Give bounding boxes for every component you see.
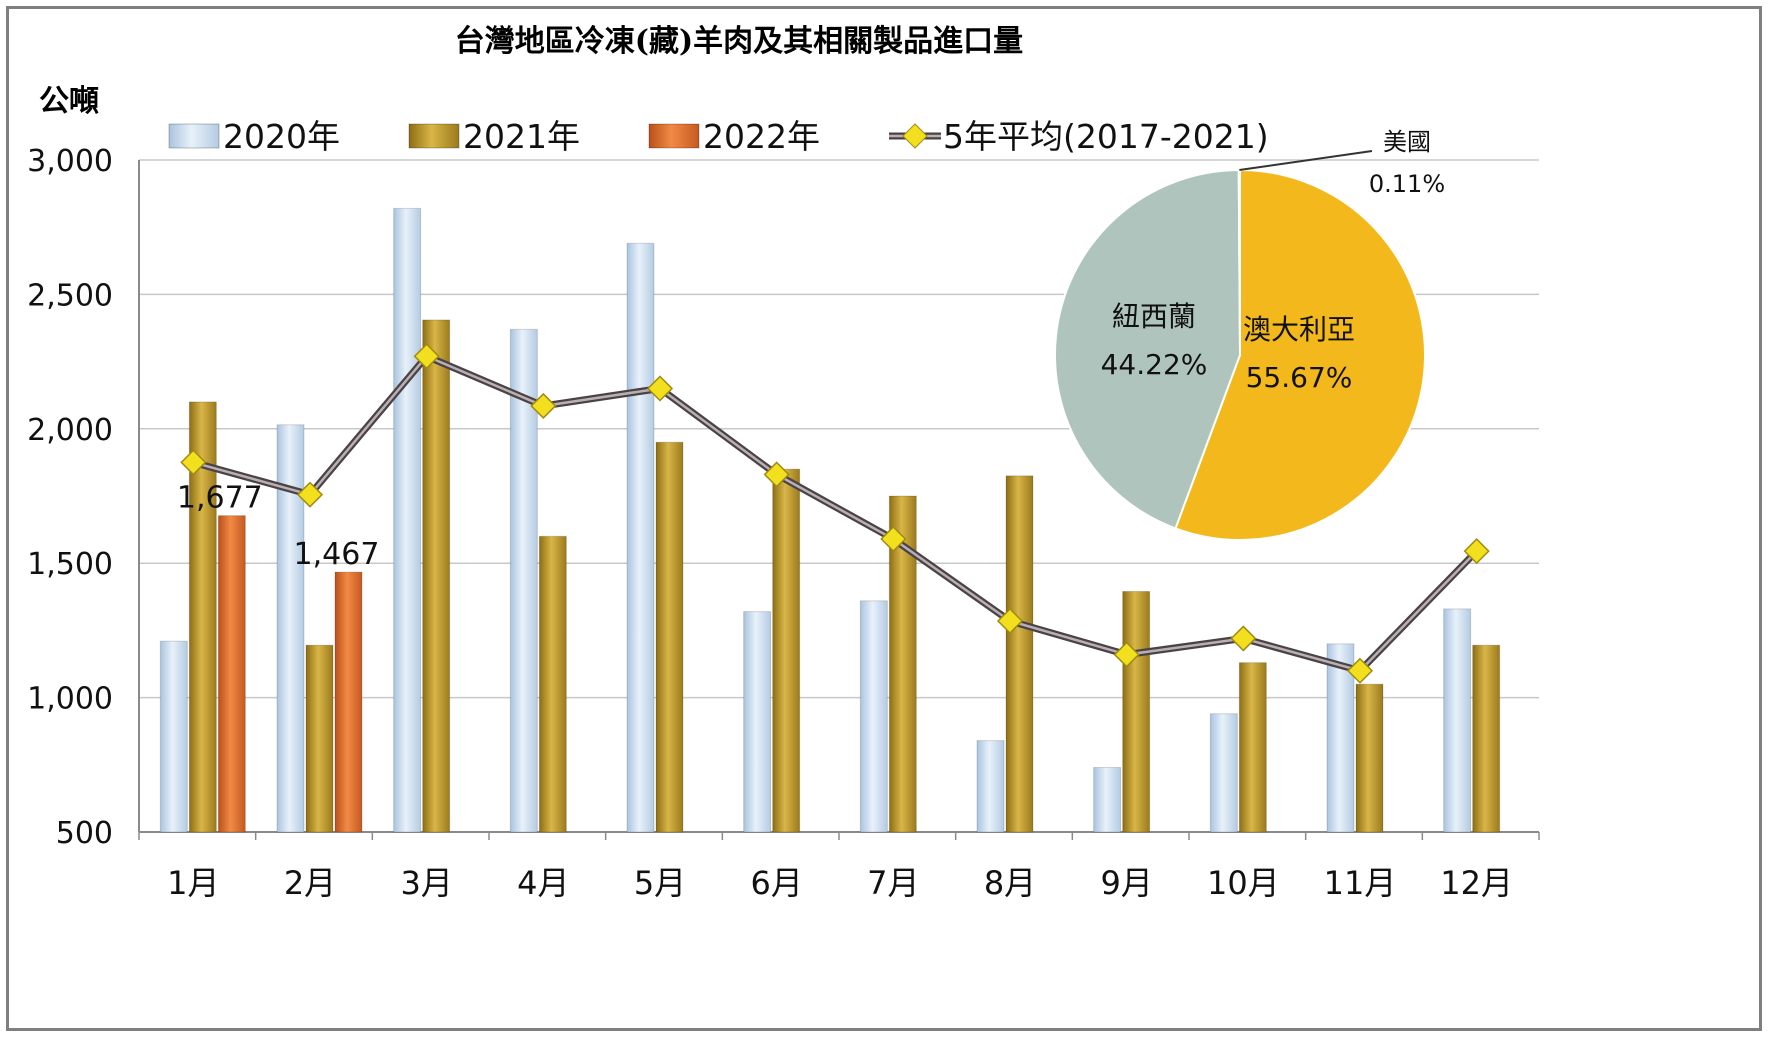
x-tick-label: 5月	[634, 864, 686, 902]
bar-2021年-2月	[305, 644, 334, 833]
legend-swatch	[408, 123, 460, 149]
average-marker-1月	[180, 449, 207, 476]
x-tick-label: 10月	[1207, 864, 1280, 902]
legend-swatch	[648, 123, 700, 149]
x-tick-label: 3月	[400, 864, 452, 902]
x-tick-label: 1月	[167, 864, 219, 902]
y-axis-ticks: 500 1,000 1,500 2,000 2,500 3,000	[27, 144, 113, 851]
bar-2022年-2月	[334, 571, 363, 833]
pie-label-percent: 44.22%	[1101, 348, 1208, 381]
average-marker-4月	[530, 392, 557, 420]
bar-2020年-3月	[393, 207, 422, 833]
x-tick-label: 6月	[750, 864, 802, 902]
data-label: 1,677	[177, 481, 263, 516]
bar-2021年-5月	[655, 441, 684, 833]
y-tick-label: 500	[56, 816, 113, 851]
bar-2020年-7月	[859, 600, 888, 833]
x-tick-label: 9月	[1100, 864, 1152, 902]
bar-2020年-9月	[1093, 766, 1122, 833]
data-labels: 1,677 1,467	[177, 481, 380, 572]
bar-2020年-5月	[626, 242, 655, 833]
pie-chart: 澳大利亞 55.67% 紐西蘭 44.22% 美國 0.11%	[1054, 128, 1445, 541]
x-tick-label: 11月	[1324, 864, 1397, 902]
pie-slice-美國	[1237, 168, 1241, 356]
x-tick-label: 12月	[1440, 864, 1513, 902]
average-line-path	[193, 354, 1478, 672]
chart-canvas: 台灣地區冷凍(藏)羊肉及其相關製品進口量 公噸 2020年 2021年 2022年 5…	[27, 24, 1540, 902]
bar-2021年-10月	[1238, 662, 1267, 833]
average-marker-10月	[1230, 625, 1257, 652]
bar-2020年-11月	[1326, 643, 1355, 833]
bar-2021年-9月	[1122, 590, 1151, 833]
y-tick-label: 2,500	[27, 278, 113, 313]
pie-slice-紐西蘭	[1054, 168, 1242, 530]
y-tick-label: 3,000	[27, 144, 113, 179]
bar-2021年-6月	[772, 468, 801, 833]
average-marker-5月	[646, 375, 674, 402]
pie-label-percent: 0.11%	[1369, 170, 1445, 198]
legend-label: 2022年	[703, 117, 820, 156]
legend-swatch	[168, 123, 220, 149]
pie-label-percent: 55.67%	[1246, 361, 1353, 394]
legend: 2020年 2021年 2022年 5年平均(2017-2021)	[168, 117, 1269, 156]
average-marker-11月	[1346, 657, 1374, 684]
chart-title: 台灣地區冷凍(藏)羊肉及其相關製品進口量	[455, 24, 1023, 59]
pie-slice-澳大利亞	[1174, 168, 1427, 541]
legend-label: 5年平均(2017-2021)	[943, 117, 1269, 156]
x-tick-label: 2月	[284, 864, 336, 902]
chart-frame: 台灣地區冷凍(藏)羊肉及其相關製品進口量 公噸 2020年 2021年 2022年 5…	[6, 6, 1762, 1031]
bar-2020年-12月	[1443, 608, 1472, 833]
bar-2022年-1月	[217, 515, 246, 833]
x-axis-ticks: 1月 2月 3月 4月 5月 6月 7月 8月 9月 10月 11月 12月	[167, 864, 1513, 902]
bar-2021年-12月	[1472, 644, 1501, 833]
bar-2020年-4月	[509, 328, 538, 833]
bar-2021年-4月	[538, 535, 567, 833]
y-tick-label: 2,000	[27, 413, 113, 448]
average-marker-8月	[996, 607, 1024, 635]
pie-leader-line	[1239, 150, 1373, 171]
average-marker-7月	[880, 525, 907, 553]
bar-2020年-1月	[159, 640, 188, 833]
average-marker-6月	[763, 461, 790, 488]
bar-2020年-6月	[743, 611, 772, 833]
average-marker-9月	[1113, 641, 1140, 668]
y-axis-unit: 公噸	[39, 84, 99, 119]
bar-2021年-8月	[1005, 475, 1034, 833]
bar-2021年-11月	[1355, 683, 1384, 833]
bars	[159, 207, 1501, 833]
pie-label-name: 美國	[1383, 128, 1431, 156]
y-tick-label: 1,500	[27, 547, 113, 582]
legend-label: 2020年	[223, 117, 340, 156]
bar-2020年-10月	[1209, 713, 1238, 833]
bar-2020年-8月	[976, 740, 1005, 833]
legend-label: 2021年	[463, 117, 580, 156]
pie-label-name: 澳大利亞	[1243, 313, 1355, 346]
average-marker-12月	[1463, 538, 1490, 565]
y-tick-label: 1,000	[27, 682, 113, 717]
average-line	[180, 343, 1490, 684]
x-tick-label: 7月	[867, 864, 919, 902]
bar-2021年-3月	[422, 319, 451, 833]
average-marker-3月	[413, 343, 440, 370]
legend-marker	[902, 123, 928, 149]
x-tick-label: 8月	[984, 864, 1036, 902]
gridlines	[138, 159, 1540, 840]
average-marker-2月	[296, 481, 324, 508]
pie-label-name: 紐西蘭	[1112, 300, 1196, 333]
data-label: 1,467	[294, 537, 380, 572]
x-tick-label: 4月	[517, 864, 569, 902]
